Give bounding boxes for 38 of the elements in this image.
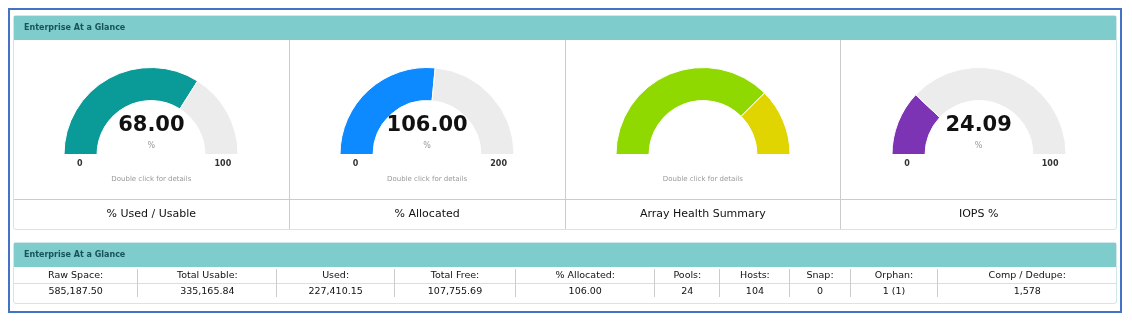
chart-subtitle: Enterprise At a Glance xyxy=(14,16,1116,40)
text: % Used / Usable xyxy=(14,199,289,229)
text: IOPS % xyxy=(841,199,1116,229)
text: 0 xyxy=(76,159,84,169)
text: Total Usable: xyxy=(138,269,277,284)
text: 0 xyxy=(351,159,360,169)
text: Array Health Summary xyxy=(565,199,841,229)
text: Hosts: xyxy=(720,269,790,284)
text: % xyxy=(146,141,157,151)
text: 227,410.15 xyxy=(307,283,364,297)
text: 1,578 xyxy=(1012,283,1042,297)
text: 585,187.50 xyxy=(47,283,104,297)
text: Snap: xyxy=(790,269,850,284)
text: 0 xyxy=(816,283,825,297)
text: 100 xyxy=(1040,159,1060,169)
text: Enterprise At a Glance xyxy=(14,243,1116,267)
text: % xyxy=(422,141,432,151)
text: 104 xyxy=(744,283,765,297)
text: 200 xyxy=(489,159,508,169)
text: Total Free: xyxy=(394,269,516,284)
text: Raw Space: xyxy=(14,269,138,284)
text: Pools: xyxy=(655,269,720,284)
text: % Allocated: xyxy=(516,269,655,284)
text: 335,165.84 xyxy=(179,283,236,297)
text: Used: xyxy=(277,269,394,284)
text: Orphan: xyxy=(850,269,938,284)
text: 68.00 xyxy=(117,112,186,137)
text: 100 xyxy=(213,159,233,169)
text: 107,755.69 xyxy=(426,283,484,297)
text: 106.00 xyxy=(567,283,603,297)
text: 1 (1) xyxy=(881,283,907,297)
text: 24.09 xyxy=(944,112,1013,137)
text: Comp / Dedupe: xyxy=(938,269,1117,284)
text: 106.00 xyxy=(385,112,469,137)
text: % xyxy=(973,141,984,151)
text: 24 xyxy=(680,283,695,297)
text: % Allocated xyxy=(289,199,565,229)
text: 0 xyxy=(903,159,911,169)
